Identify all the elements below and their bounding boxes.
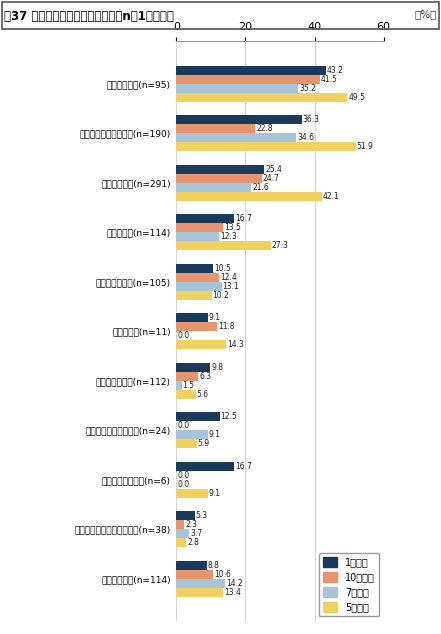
- Bar: [176, 390, 196, 399]
- Bar: [176, 223, 223, 232]
- Bar: [176, 165, 264, 174]
- Text: 9.1: 9.1: [209, 313, 221, 323]
- Text: 16.7: 16.7: [235, 462, 252, 471]
- Bar: [176, 133, 296, 142]
- Text: 5.6: 5.6: [197, 390, 209, 399]
- Text: 3.7: 3.7: [190, 529, 202, 538]
- Text: 22.8: 22.8: [256, 124, 273, 133]
- Bar: [176, 363, 210, 372]
- Text: 0.0: 0.0: [177, 471, 190, 480]
- Legend: 1月調査, 10月調査, 7月調査, 5月調査: 1月調査, 10月調査, 7月調査, 5月調査: [319, 553, 379, 616]
- Bar: [176, 588, 223, 597]
- Text: 14.3: 14.3: [227, 340, 244, 349]
- Text: 10.6: 10.6: [214, 570, 231, 579]
- Text: 41.5: 41.5: [321, 75, 338, 84]
- Text: 0.0: 0.0: [177, 480, 190, 489]
- Bar: [176, 93, 348, 101]
- Text: 8.8: 8.8: [208, 561, 220, 570]
- Text: 9.1: 9.1: [209, 489, 221, 498]
- Text: 5.9: 5.9: [198, 439, 210, 448]
- Text: 21.6: 21.6: [252, 183, 269, 191]
- Text: 10.2: 10.2: [213, 290, 229, 300]
- Text: 42.1: 42.1: [323, 191, 340, 200]
- Text: 51.9: 51.9: [357, 142, 374, 151]
- Text: 16.7: 16.7: [235, 214, 252, 223]
- Bar: [176, 281, 222, 290]
- Text: 34.6: 34.6: [297, 133, 314, 142]
- Text: 0.0: 0.0: [177, 422, 190, 430]
- Bar: [176, 372, 198, 381]
- Bar: [176, 264, 213, 273]
- Bar: [176, 512, 195, 521]
- Bar: [176, 570, 213, 579]
- Bar: [176, 115, 302, 124]
- Bar: [176, 430, 208, 439]
- Text: 43.2: 43.2: [327, 66, 344, 75]
- Text: 36.3: 36.3: [303, 115, 320, 124]
- Bar: [176, 413, 220, 422]
- Text: 12.5: 12.5: [220, 412, 237, 422]
- Bar: [176, 340, 226, 349]
- Bar: [176, 290, 212, 300]
- Text: 図37 職種別・テレワーク実施率（nは1月調査）: 図37 職種別・テレワーク実施率（nは1月調査）: [4, 10, 174, 23]
- Bar: [176, 84, 298, 93]
- Text: 1.5: 1.5: [183, 381, 194, 390]
- Bar: [176, 142, 356, 151]
- Bar: [176, 381, 182, 390]
- Bar: [176, 75, 320, 84]
- Bar: [176, 214, 234, 223]
- Text: 2.8: 2.8: [187, 538, 199, 547]
- Text: 13.4: 13.4: [224, 588, 241, 597]
- Text: 5.3: 5.3: [196, 512, 208, 521]
- Text: 13.5: 13.5: [224, 223, 241, 232]
- Bar: [176, 322, 217, 331]
- Bar: [176, 124, 255, 133]
- Bar: [176, 579, 225, 588]
- Text: 35.2: 35.2: [299, 84, 316, 93]
- Text: 2.3: 2.3: [185, 521, 198, 529]
- Bar: [176, 439, 197, 448]
- Bar: [176, 313, 208, 322]
- Bar: [176, 538, 186, 547]
- Text: 0.0: 0.0: [177, 331, 190, 340]
- Bar: [176, 191, 322, 200]
- Bar: [176, 273, 219, 281]
- Text: 9.8: 9.8: [211, 363, 223, 372]
- Text: 25.4: 25.4: [265, 165, 282, 174]
- Bar: [176, 241, 271, 250]
- Text: 49.5: 49.5: [348, 93, 366, 101]
- Text: 24.7: 24.7: [263, 174, 280, 183]
- Text: 12.3: 12.3: [220, 232, 237, 241]
- Text: 9.1: 9.1: [209, 430, 221, 439]
- Bar: [176, 66, 325, 75]
- Text: 27.3: 27.3: [272, 241, 288, 250]
- Text: （%）: （%）: [414, 10, 437, 20]
- Text: 14.2: 14.2: [227, 579, 243, 588]
- Bar: [176, 521, 184, 529]
- Bar: [176, 174, 262, 183]
- Text: 10.5: 10.5: [214, 264, 231, 273]
- Text: 11.8: 11.8: [218, 322, 235, 332]
- Text: 6.3: 6.3: [199, 372, 211, 381]
- Bar: [176, 489, 208, 498]
- Bar: [176, 462, 234, 471]
- Bar: [176, 561, 207, 570]
- Bar: [176, 232, 219, 241]
- Text: 13.1: 13.1: [223, 281, 239, 291]
- Bar: [176, 529, 189, 538]
- Bar: [176, 183, 251, 191]
- Text: 12.4: 12.4: [220, 273, 237, 281]
